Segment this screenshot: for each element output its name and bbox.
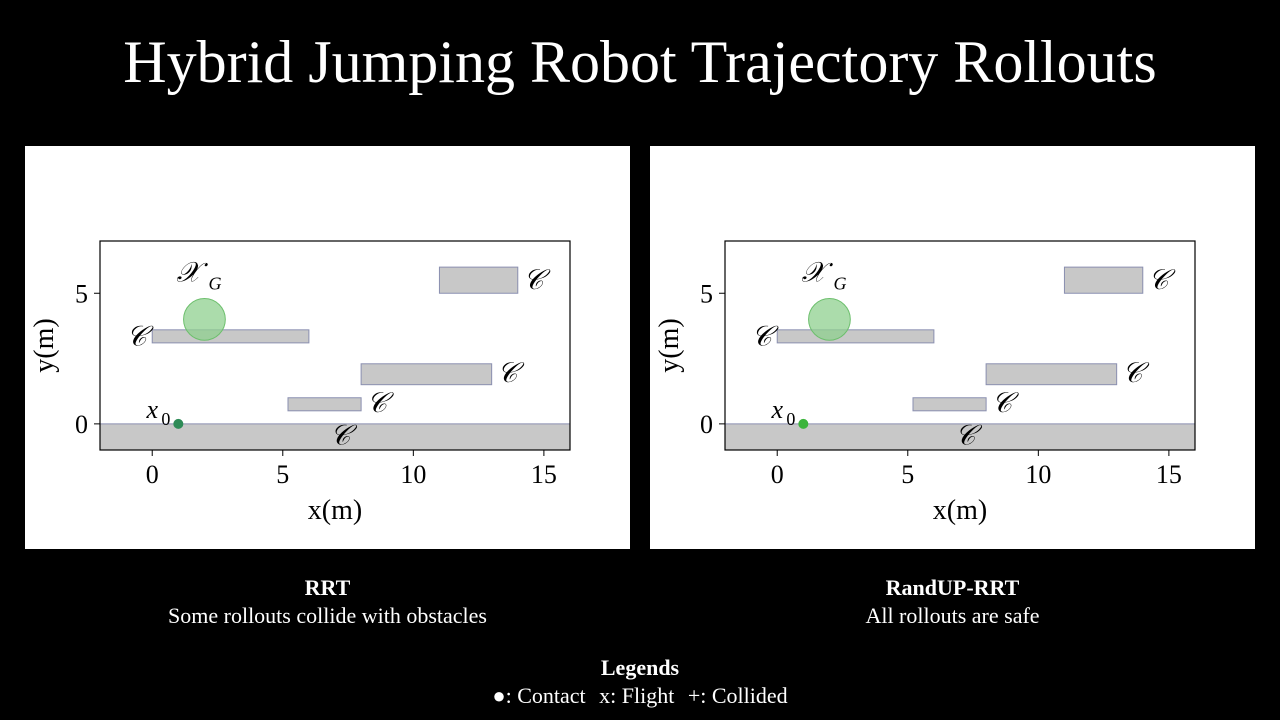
- obstacle-label-1: 𝒞: [751, 321, 779, 352]
- caption-rrt: RRT Some rollouts collide with obstacles: [25, 574, 630, 630]
- obstacle-3: [360, 363, 493, 386]
- x-tick-label: 0: [771, 460, 784, 489]
- caption-name: RRT: [304, 575, 351, 600]
- obstacle-2: [287, 397, 362, 412]
- caption-name: RandUP-RRT: [885, 575, 1020, 600]
- x-tick-label: 0: [146, 460, 159, 489]
- goal-region: [183, 297, 226, 341]
- legend-contact: ●: Contact: [492, 683, 586, 708]
- page-title: Hybrid Jumping Robot Trajectory Rollouts: [123, 29, 1157, 95]
- obstacle-label-1: 𝒞: [126, 321, 154, 352]
- caption-description: All rollouts are safe: [865, 603, 1040, 628]
- obstacle-label-3: 𝒞: [1122, 358, 1150, 389]
- x-tick-label: 10: [400, 460, 426, 489]
- obstacle-2: [912, 397, 987, 412]
- y-tick-label: 0: [75, 410, 88, 439]
- goal-label: 𝒳: [176, 257, 208, 288]
- goal-label: 𝒳: [801, 257, 833, 288]
- obstacle-label-2: 𝒞: [992, 388, 1020, 419]
- legend-flight: x: Flight: [599, 683, 675, 708]
- legend: Legends ●: Contact x: Flight +: Collided: [0, 654, 1280, 710]
- start-label-subscript: 0: [161, 409, 170, 429]
- start-label: x: [146, 395, 159, 424]
- caption-description: Some rollouts collide with obstacles: [168, 603, 487, 628]
- plot-frame: [99, 240, 571, 451]
- start-point: [173, 418, 184, 429]
- plot-frame: [724, 240, 1196, 451]
- obstacle-label-3: 𝒞: [497, 358, 525, 389]
- obstacle-label-4: 𝒞: [1148, 265, 1176, 296]
- legend-title: Legends: [600, 655, 680, 680]
- obstacle-1: [151, 329, 310, 344]
- y-tick-label: 5: [700, 279, 713, 308]
- x-tick-label: 15: [1156, 460, 1182, 489]
- x-tick-label: 10: [1025, 460, 1051, 489]
- caption-randup-rrt: RandUP-RRT All rollouts are safe: [650, 574, 1255, 630]
- legend-collided: +: Collided: [687, 683, 788, 708]
- start-label-subscript: 0: [786, 409, 795, 429]
- x-tick-label: 5: [276, 460, 289, 489]
- start-label: x: [771, 395, 784, 424]
- obstacle-1: [776, 329, 935, 344]
- x-axis-label: x(m): [308, 495, 362, 526]
- x-tick-label: 15: [531, 460, 557, 489]
- y-axis-label: y(m): [654, 318, 685, 372]
- y-axis-label: y(m): [29, 318, 60, 372]
- y-tick-label: 0: [700, 410, 713, 439]
- y-tick-label: 5: [75, 279, 88, 308]
- goal-region: [808, 297, 851, 341]
- obstacle-label-2: 𝒞: [367, 388, 395, 419]
- goal-label-subscript: G: [833, 273, 846, 293]
- goal-label-subscript: G: [208, 273, 221, 293]
- obstacle-label-4: 𝒞: [523, 265, 551, 296]
- obstacle-4: [438, 266, 519, 294]
- x-tick-label: 5: [901, 460, 914, 489]
- obstacle-4: [1063, 266, 1144, 294]
- obstacle-3: [985, 363, 1118, 386]
- start-point: [798, 418, 809, 429]
- x-axis-label: x(m): [933, 495, 987, 526]
